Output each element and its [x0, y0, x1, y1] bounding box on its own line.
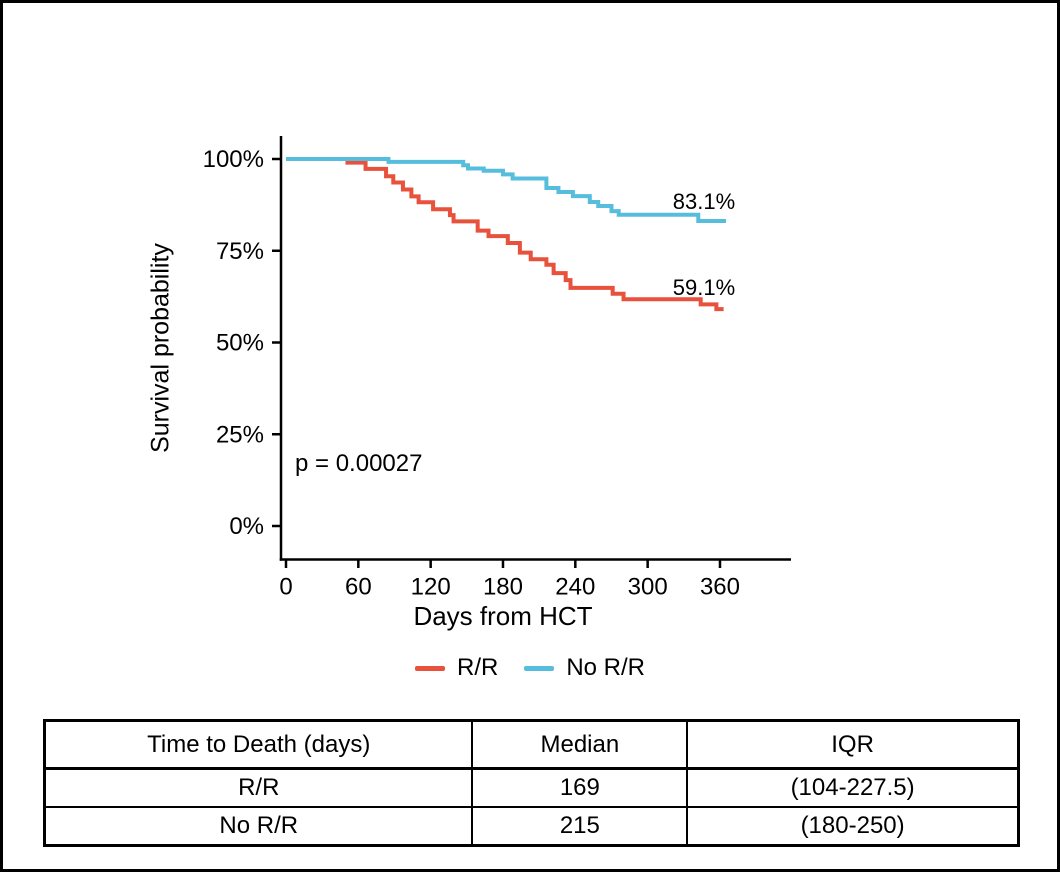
table-cell-rr-label: R/R — [43, 767, 474, 808]
x-tick-label: 0 — [279, 574, 292, 601]
table-row-no-rr: No R/R 215 (180-250) — [43, 806, 1020, 847]
x-tick-label: 120 — [411, 574, 451, 601]
km-survival-plot: 0% 25% 50% 75% 100% 0 60 120 180 240 300 360 — [203, 136, 791, 601]
legend-label-rr: R/R — [456, 654, 499, 681]
legend-item-no-rr: No R/R — [524, 654, 645, 682]
p-value-label: p = 0.00027 — [295, 450, 423, 477]
x-axis-title: Days from HCT — [413, 601, 593, 631]
legend-item-rr: R/R — [414, 654, 499, 682]
table-header-iqr: IQR — [686, 719, 1020, 770]
table-cell-no-rr-label: No R/R — [43, 806, 474, 847]
table-header-row: Time to Death (days) Median IQR — [43, 719, 1020, 770]
table-cell-no-rr-iqr: (180-250) — [686, 806, 1020, 847]
table-header-label: Time to Death (days) — [43, 719, 474, 770]
y-axis-title: Survival probability — [146, 243, 175, 453]
time-to-death-table: Time to Death (days) Median IQR R/R 169 … — [43, 719, 1020, 847]
x-tick-label: 300 — [628, 574, 668, 601]
legend-swatch-rr — [414, 665, 445, 671]
table-cell-no-rr-median: 215 — [471, 806, 689, 847]
legend-label-no-rr: No R/R — [566, 654, 646, 681]
y-tick-label: 0% — [229, 513, 264, 540]
x-tick-label: 360 — [700, 574, 740, 601]
x-tick-label: 60 — [345, 574, 372, 601]
km-curve-no-r-r — [286, 157, 727, 224]
y-tick-label: 75% — [216, 238, 264, 265]
km-curve-r-r — [286, 157, 724, 312]
legend-swatch-no-rr — [524, 665, 555, 671]
legend: R/R No R/R — [3, 654, 1057, 682]
x-tick-label: 240 — [555, 574, 595, 601]
y-tick-label: 100% — [203, 146, 264, 173]
table-cell-rr-iqr: (104-227.5) — [686, 767, 1020, 808]
table-header-median: Median — [471, 719, 689, 770]
curve-end-label-no-rr: 83.1% — [672, 189, 736, 214]
y-tick-label: 25% — [216, 421, 264, 448]
y-tick-label: 50% — [216, 330, 264, 357]
table-cell-rr-median: 169 — [471, 767, 689, 808]
curve-end-label-rr: 59.1% — [672, 275, 736, 300]
table-row-rr: R/R 169 (104-227.5) — [43, 767, 1020, 808]
x-tick-label: 180 — [483, 574, 523, 601]
